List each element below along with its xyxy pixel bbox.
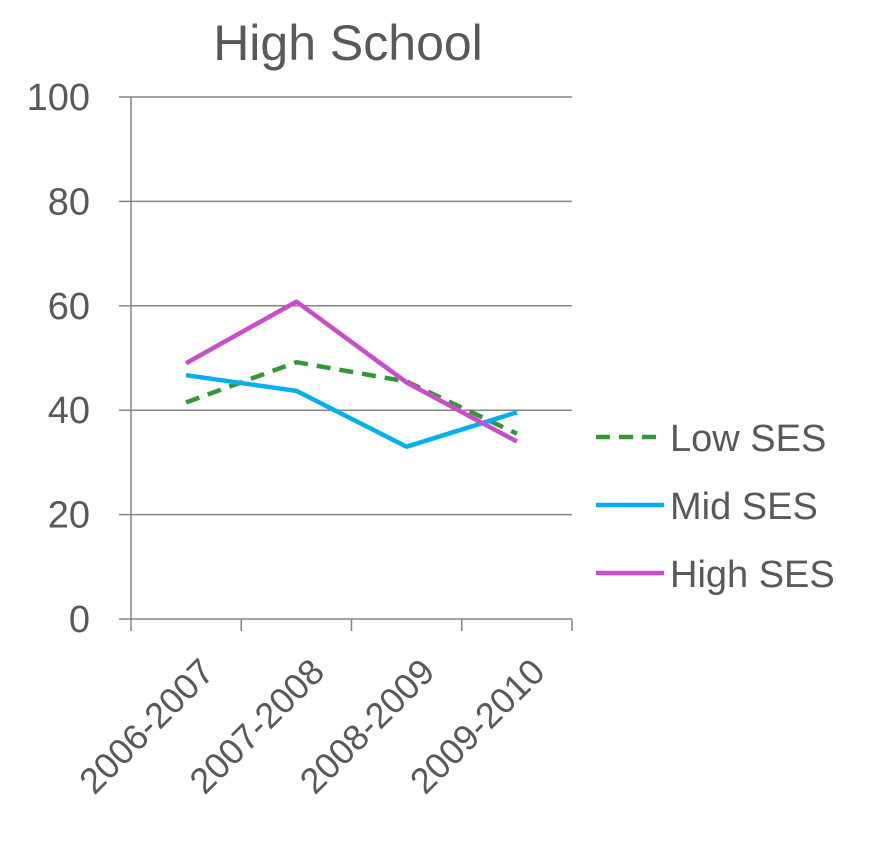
series-line-low-ses bbox=[185, 359, 518, 436]
legend-label: Mid SES bbox=[670, 486, 818, 528]
series-line-high-ses bbox=[185, 299, 518, 444]
axes: 0204060801002006-20072007-20082008-20092… bbox=[27, 77, 573, 801]
gridlines bbox=[131, 96, 572, 516]
legend-item: Low SES bbox=[596, 418, 826, 460]
series-lines bbox=[185, 299, 518, 449]
legend: Low SES Mid SES High SES bbox=[596, 418, 835, 596]
y-tick-label: 100 bbox=[27, 77, 90, 119]
legend-label: High SES bbox=[670, 554, 835, 596]
y-tick-label: 40 bbox=[48, 390, 90, 432]
legend-label: Low SES bbox=[670, 418, 826, 460]
series-line-mid-ses bbox=[185, 372, 518, 449]
y-tick-label: 60 bbox=[48, 286, 90, 328]
y-tick-label: 80 bbox=[48, 181, 90, 223]
legend-item: High SES bbox=[596, 554, 835, 596]
y-tick-label: 0 bbox=[69, 599, 90, 641]
chart-title: High School bbox=[213, 15, 483, 71]
legend-item: Mid SES bbox=[596, 486, 818, 528]
y-tick-label: 20 bbox=[48, 495, 90, 537]
